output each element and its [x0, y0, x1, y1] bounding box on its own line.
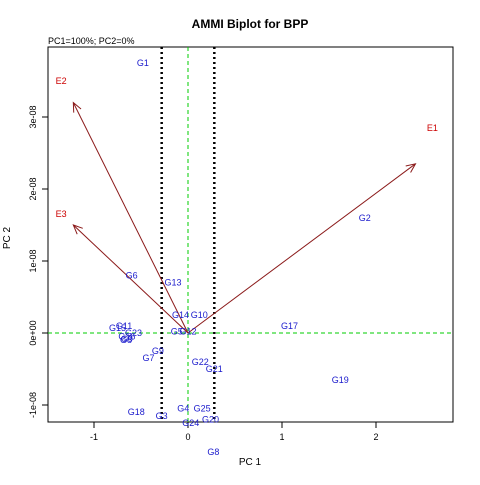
x-tick-label: -1 — [90, 432, 98, 442]
genotype-label: G9 — [121, 334, 133, 344]
chart-title: AMMI Biplot for BPP — [192, 17, 309, 31]
environment-arrow — [187, 163, 416, 334]
genotype-label: G5 — [171, 327, 183, 337]
genotype-label: G20 — [202, 414, 219, 424]
environment-arrow — [72, 224, 189, 334]
genotype-label: G2 — [359, 213, 371, 223]
environment-label: E2 — [56, 76, 67, 86]
genotype-label: G22 — [192, 357, 209, 367]
chart-subtitle: PC1=100%; PC2=0% — [48, 36, 135, 46]
y-tick-label: 3e-08 — [28, 105, 38, 128]
environment-arrowhead — [405, 163, 417, 173]
genotype-label: G16 — [118, 332, 135, 342]
y-axis-label: PC 2 — [2, 226, 13, 249]
genotype-label: G6 — [126, 270, 138, 280]
genotype-label: G24 — [182, 418, 199, 428]
genotype-label: G13 — [164, 278, 181, 288]
environment-label: E3 — [56, 209, 67, 219]
genotype-label: G12 — [179, 327, 196, 337]
genotype-label: G19 — [332, 375, 349, 385]
y-tick-label: 2e-08 — [28, 177, 38, 200]
genotype-label: G1 — [137, 58, 149, 68]
genotype-label: G7 — [143, 353, 155, 363]
x-tick-label: 2 — [373, 432, 378, 442]
plot-layer: -1 0 1 2 -1e-08 0e+00 1e-08 2e-08 3e-08 E1 E2 E3 G1 G… — [28, 46, 454, 457]
environment-arrowhead — [72, 224, 83, 235]
genotype-label: G10 — [191, 310, 208, 320]
y-tick-label: -1e-08 — [28, 392, 38, 418]
environment-arrow — [72, 102, 189, 334]
x-axis-label: PC 1 — [239, 457, 262, 468]
x-tick-label: 0 — [185, 432, 190, 442]
genotype-label: G9 — [152, 346, 164, 356]
genotype-label: G3 — [156, 411, 168, 421]
genotype-label: G21 — [206, 364, 223, 374]
genotype-label: G15 — [109, 323, 126, 333]
y-tick-label: 0e+00 — [28, 320, 38, 345]
genotype-label: G25 — [194, 404, 211, 414]
genotype-label: G8 — [207, 447, 219, 457]
genotype-label: G11 — [116, 321, 132, 331]
plot-frame — [47, 46, 454, 423]
genotype-label: G18 — [128, 407, 145, 417]
x-tick-label: 1 — [279, 432, 284, 442]
genotype-label: G23 — [125, 328, 142, 338]
environment-arrowhead — [72, 101, 82, 113]
genotype-label: G17 — [281, 321, 298, 331]
genotype-label: G14 — [172, 310, 189, 320]
genotype-label: G4 — [177, 404, 189, 414]
environment-label: E1 — [427, 123, 438, 133]
y-tick-label: 1e-08 — [28, 249, 38, 272]
genotype-label: G8 — [120, 335, 132, 345]
